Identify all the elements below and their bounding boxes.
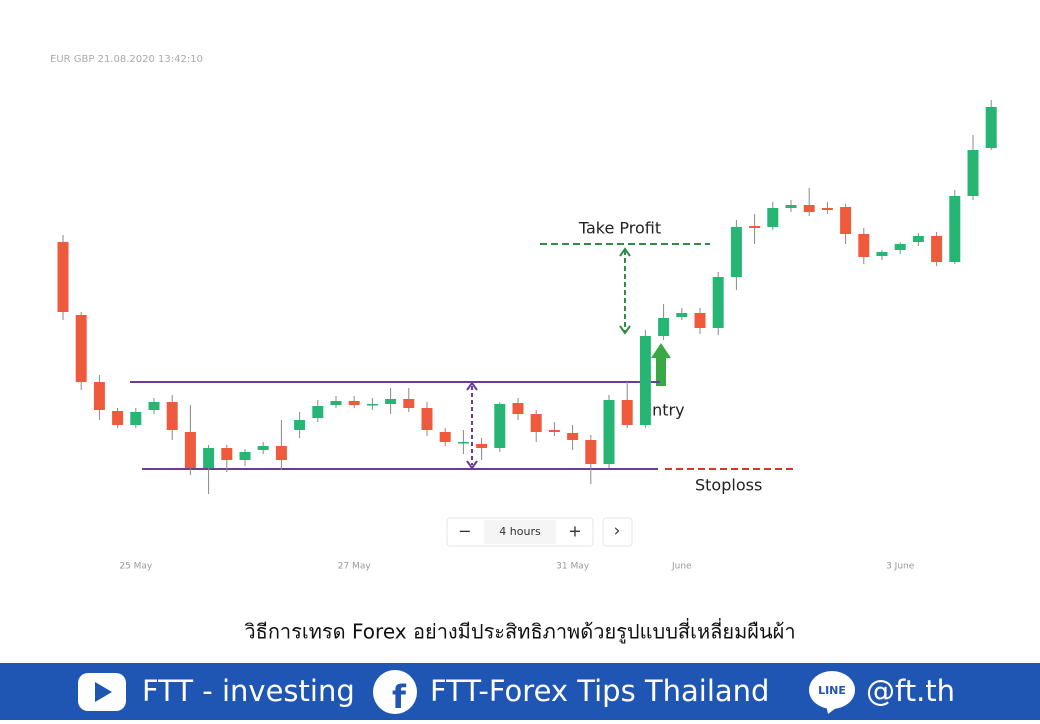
candle-body — [476, 444, 488, 448]
candle-body — [603, 400, 615, 464]
zoom-out-button[interactable]: − — [458, 522, 471, 541]
candle-body — [876, 252, 888, 256]
youtube-label: FTT - investing — [142, 674, 355, 708]
line-icon-tail — [826, 705, 840, 714]
line-icon — [809, 671, 855, 709]
candle-body — [512, 403, 524, 414]
candle-body — [912, 236, 924, 242]
candle-body — [294, 420, 306, 430]
candle-body — [785, 205, 797, 208]
line-icon-text: LINE — [818, 684, 846, 697]
candle-body — [330, 401, 342, 405]
candle-body — [803, 205, 815, 212]
candle-body — [75, 315, 87, 382]
candle-body — [239, 452, 251, 460]
entry-arrow — [651, 343, 671, 386]
x-tick-label: June — [671, 562, 692, 572]
candle-body — [348, 401, 360, 405]
facebook-icon — [373, 670, 417, 714]
candle-body — [749, 226, 761, 228]
candle-body — [931, 236, 943, 262]
symbol-label: EUR GBP 21.08.2020 13:42:10 — [50, 54, 203, 65]
candle-body — [457, 442, 469, 444]
candle-body — [676, 313, 688, 317]
candle-body — [203, 448, 215, 468]
candle-body — [694, 313, 706, 328]
line-label: @ft.th — [866, 674, 955, 708]
candle-body — [112, 411, 124, 425]
candle-body — [385, 399, 397, 404]
candle-body — [712, 277, 724, 328]
x-tick-label: 27 May — [338, 562, 372, 572]
candle-body — [658, 318, 670, 336]
facebook-f: f — [392, 678, 407, 716]
candle-body — [221, 448, 233, 460]
stoploss-label: Stoploss — [695, 476, 762, 495]
candle-body — [967, 150, 979, 196]
x-tick-label: 25 May — [119, 562, 153, 572]
interval-box — [484, 520, 556, 544]
candle-body — [312, 406, 324, 418]
candle-body — [767, 208, 779, 227]
interval-label[interactable]: 4 hours — [499, 525, 541, 538]
candle-body — [57, 242, 69, 312]
arrow-head — [619, 325, 631, 335]
candle-body — [621, 400, 633, 425]
candle-body — [530, 414, 542, 432]
candle-body — [894, 244, 906, 250]
candle-body — [567, 433, 579, 440]
arrow-head — [619, 247, 631, 257]
candle-body — [421, 408, 433, 430]
footer-bar — [0, 663, 1040, 720]
candle-body — [184, 432, 196, 468]
candle-body — [148, 402, 160, 410]
x-tick-label: 31 May — [556, 562, 590, 572]
candle-body — [821, 208, 833, 210]
next-button[interactable]: › — [614, 521, 621, 541]
candle-body — [275, 446, 287, 460]
take-profit-label: Take Profit — [578, 219, 661, 238]
candle-body — [548, 430, 560, 432]
youtube-play — [95, 682, 112, 702]
next-box — [602, 517, 633, 547]
x-tick-label: 3 June — [886, 562, 915, 572]
candle-body — [366, 404, 378, 406]
facebook-label: FTT-Forex Tips Thailand — [430, 674, 769, 708]
candle-body — [639, 336, 651, 425]
candle-body — [439, 432, 451, 442]
candle-body — [130, 412, 142, 425]
candle-body — [985, 107, 997, 148]
candle-body — [166, 402, 178, 430]
zoom-in-button[interactable]: + — [568, 522, 581, 541]
caption: วิธีการเทรด Forex อย่างมีประสิทธิภาพด้วย… — [244, 618, 795, 645]
candle-body — [257, 446, 269, 450]
entry-label: Entry — [642, 401, 685, 420]
arrow-head — [466, 381, 478, 391]
arrow-head — [466, 460, 478, 470]
candle-body — [93, 382, 105, 410]
candle-body — [949, 196, 961, 262]
candle-body — [494, 404, 506, 448]
candle-body — [403, 399, 415, 408]
candle-body — [730, 227, 742, 277]
candle-body — [840, 207, 852, 234]
candle-body — [585, 440, 597, 464]
candle-body — [858, 234, 870, 257]
